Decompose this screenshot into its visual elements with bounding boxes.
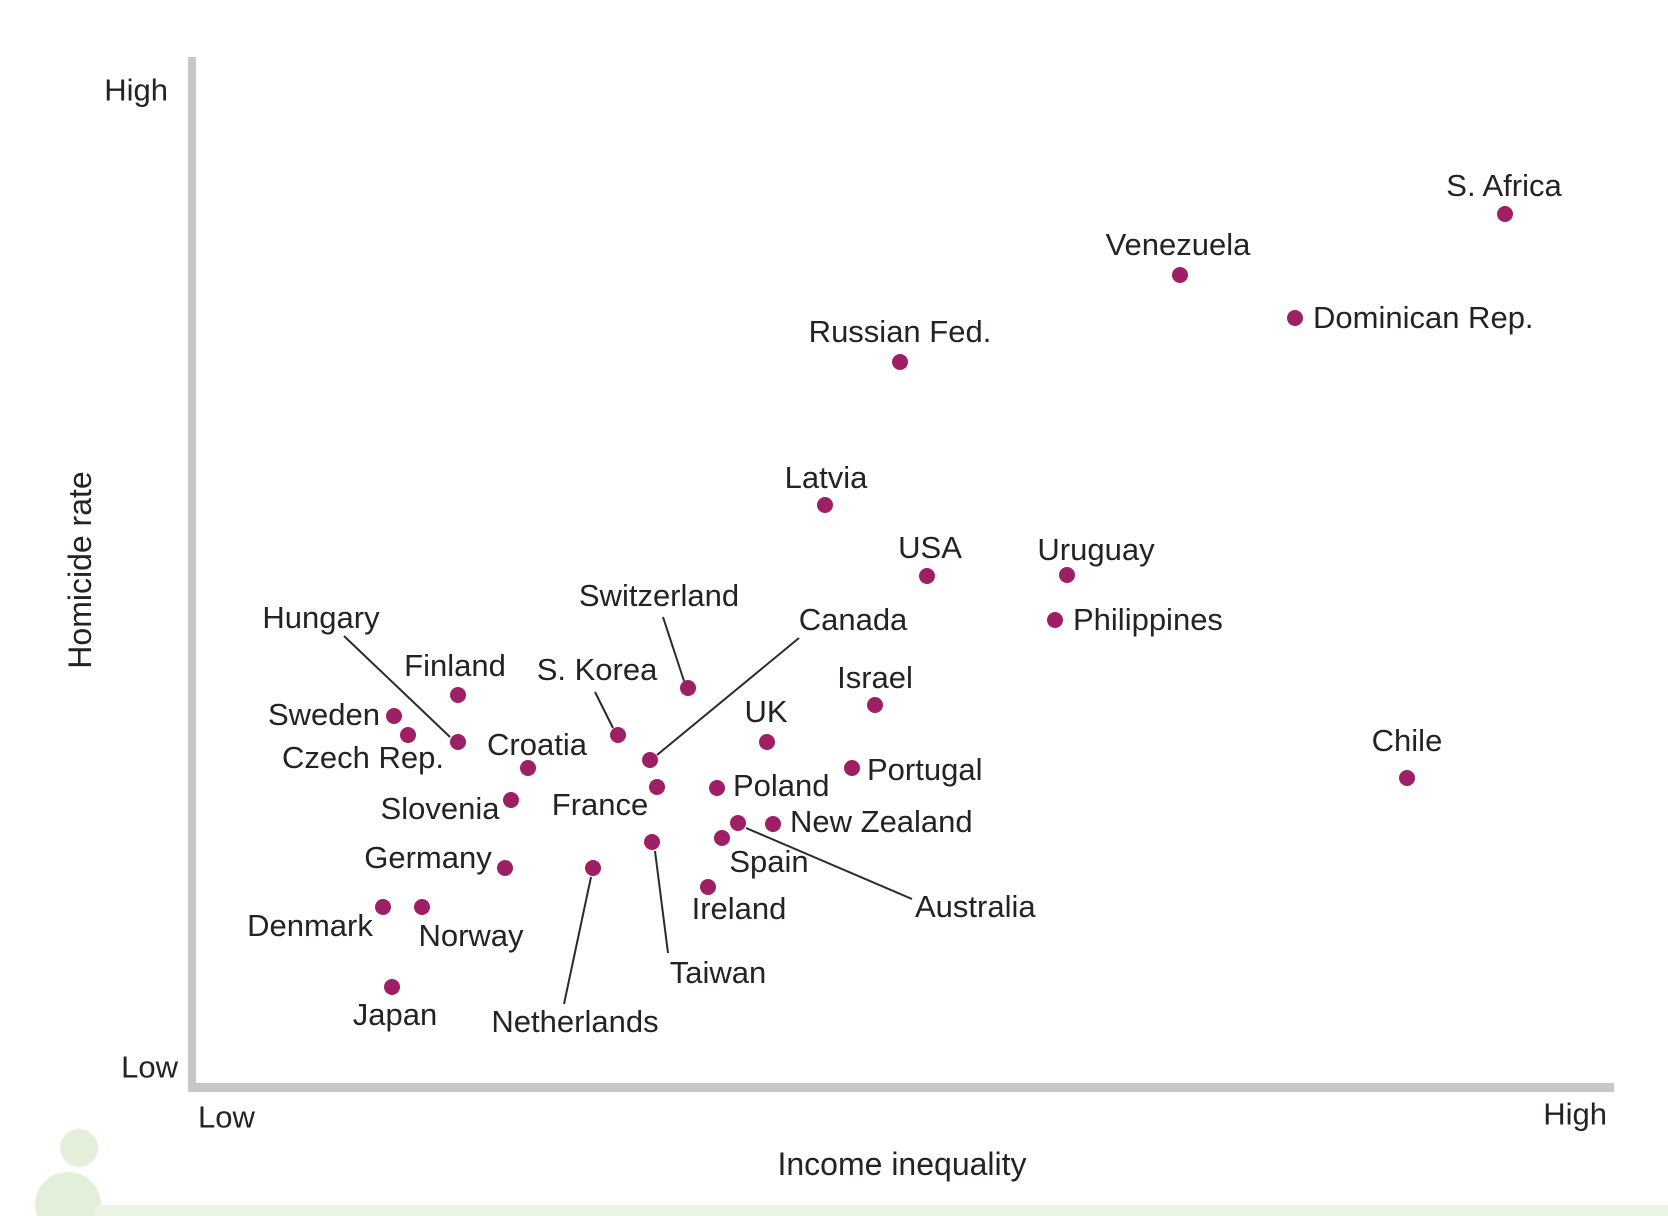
point-slovenia [503,792,519,808]
point-finland [450,687,466,703]
point-uk [759,734,775,750]
point-s-africa [1497,206,1513,222]
label-japan: Japan [352,996,438,1032]
point-new-zealand [765,816,781,832]
label-croatia: Croatia [487,726,587,762]
point-poland [709,780,725,796]
y-axis-high-label: High [104,72,168,108]
label-sweden: Sweden [267,696,381,732]
x-axis-high-label: High [1543,1096,1607,1132]
point-chile [1399,770,1415,786]
leader-line-netherlands [563,876,592,1005]
point-dominican-rep [1287,310,1303,326]
label-uk: UK [744,693,788,729]
label-australia: Australia [915,888,1036,924]
point-norway [414,899,430,915]
label-russian-fed: Russian Fed. [808,313,992,349]
point-czech-rep [400,727,416,743]
point-usa [919,568,935,584]
label-norway: Norway [418,917,524,953]
label-denmark: Denmark [247,907,373,943]
label-poland: Poland [733,767,830,803]
label-slovenia: Slovenia [380,790,500,826]
x-axis-line [188,1083,1614,1092]
point-russian-fed [892,354,908,370]
point-australia [730,815,746,831]
point-denmark [375,899,391,915]
point-japan [384,979,400,995]
label-usa: USA [898,529,962,565]
point-spain [714,830,730,846]
label-s-korea: S. Korea [536,651,658,687]
point-switzerland [680,680,696,696]
point-netherlands [585,860,601,876]
label-spain: Spain [729,843,809,879]
y-axis-low-label: Low [121,1049,178,1085]
label-philippines: Philippines [1073,601,1223,637]
label-finland: Finland [404,647,506,683]
leader-line-switzerland [662,616,685,682]
label-france: France [551,786,649,822]
label-canada: Canada [798,601,908,637]
label-israel: Israel [837,659,913,695]
point-s-korea [610,727,626,743]
point-latvia [817,497,833,513]
label-portugal: Portugal [867,751,983,787]
point-hungary [450,734,466,750]
label-switzerland: Switzerland [578,577,740,613]
label-chile: Chile [1371,722,1443,758]
x-axis-low-label: Low [198,1099,255,1135]
point-germany [497,860,513,876]
point-portugal [844,760,860,776]
point-croatia [520,760,536,776]
point-canada [642,752,658,768]
y-axis-title: Homicide rate [62,471,98,669]
point-venezuela [1172,267,1188,283]
decor-circle-small [60,1129,98,1167]
label-uruguay: Uruguay [1037,531,1155,567]
label-new-zealand: New Zealand [790,803,973,839]
label-czech-rep: Czech Rep. [282,739,444,775]
label-dominican-rep: Dominican Rep. [1313,299,1534,335]
point-uruguay [1059,567,1075,583]
point-sweden [386,708,402,724]
x-axis-title: Income inequality [777,1146,1027,1182]
y-axis-line [188,57,196,1092]
label-taiwan: Taiwan [669,954,767,990]
label-germany: Germany [364,839,492,875]
label-hungary: Hungary [262,599,380,635]
label-netherlands: Netherlands [491,1003,659,1039]
point-ireland [700,879,716,895]
label-venezuela: Venezuela [1105,226,1251,262]
leader-line-s-korea [594,691,614,729]
point-france [649,779,665,795]
decor-circle-large [35,1172,101,1216]
point-taiwan [644,834,660,850]
point-israel [867,697,883,713]
leader-line-taiwan [654,850,669,954]
point-philippines [1047,612,1063,628]
decor-strip [95,1205,1668,1216]
label-latvia: Latvia [784,459,868,495]
label-ireland: Ireland [691,890,787,926]
label-s-africa: S. Africa [1446,167,1562,203]
